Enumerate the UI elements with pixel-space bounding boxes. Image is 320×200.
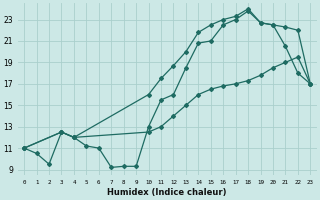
- X-axis label: Humidex (Indice chaleur): Humidex (Indice chaleur): [108, 188, 227, 197]
